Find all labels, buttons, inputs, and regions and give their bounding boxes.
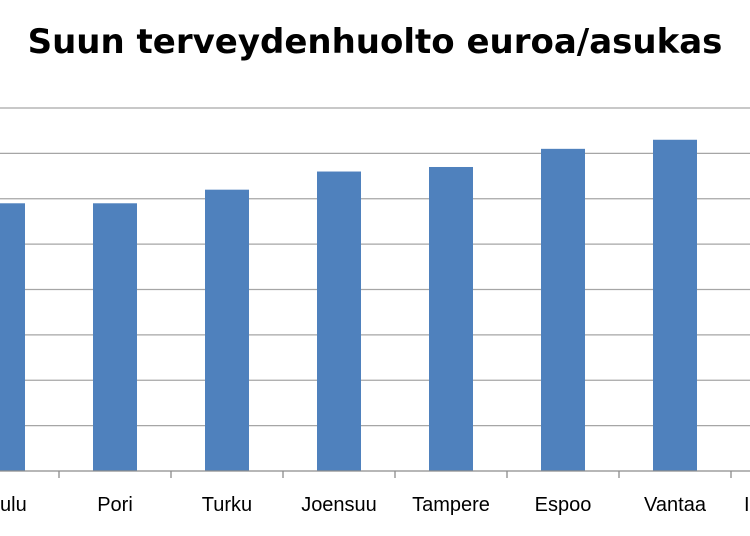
x-tick-label: Turku [202, 494, 252, 516]
bar-turku [205, 189, 249, 472]
bar-pori [93, 203, 137, 471]
bar-oulu [0, 203, 25, 471]
bars [0, 139, 697, 472]
bar-joensuu [317, 171, 361, 471]
x-axis [0, 470, 750, 478]
bar-vantaa [653, 139, 697, 471]
x-tick-label: Espoo [535, 494, 592, 516]
chart-title: Suun terveydenhuolto euroa/asukas [27, 22, 723, 62]
x-tick-label: Vantaa [644, 494, 707, 516]
x-tick-label: Tampere [412, 494, 490, 516]
x-tick-label: Joensuu [301, 494, 377, 516]
bar-espoo [541, 148, 585, 471]
x-tick-labels: ulu Pori Turku Joensuu Tampere Espoo Vantaa I [0, 494, 750, 516]
x-tick-label: Pori [97, 494, 133, 516]
bar-tampere [429, 166, 473, 472]
x-tick-label: ulu [0, 494, 27, 516]
x-tick-label: I [744, 494, 750, 516]
